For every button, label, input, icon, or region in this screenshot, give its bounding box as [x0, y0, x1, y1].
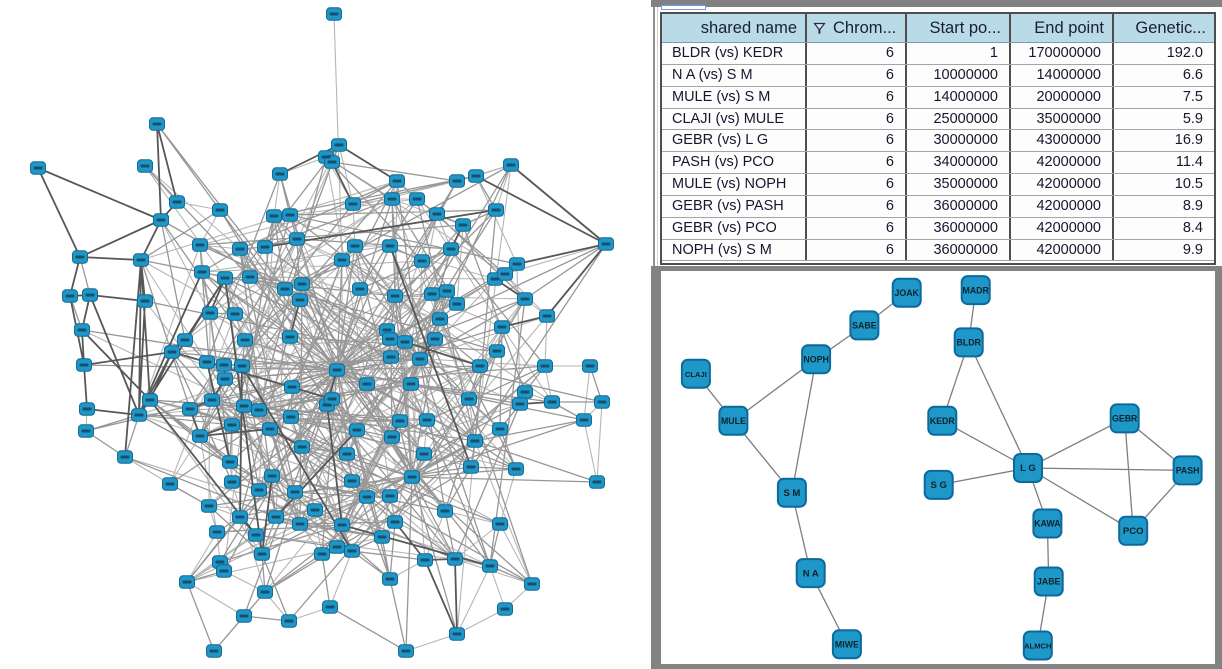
svg-text:S M: S M [783, 488, 800, 499]
svg-text:JOAK: JOAK [894, 288, 919, 298]
svg-text:ALMCH: ALMCH [1024, 642, 1051, 651]
svg-text:CLAJI: CLAJI [685, 370, 707, 379]
svg-text:PCO: PCO [1123, 526, 1144, 537]
svg-text:JABE: JABE [1037, 577, 1061, 587]
svg-text:PASH: PASH [1176, 466, 1200, 476]
svg-text:KAWA: KAWA [1034, 519, 1061, 529]
svg-text:MADR: MADR [963, 285, 990, 295]
svg-text:MULE: MULE [721, 416, 746, 426]
svg-text:NOPH: NOPH [803, 354, 828, 364]
svg-text:KEDR: KEDR [930, 416, 956, 426]
svg-text:N A: N A [803, 568, 819, 579]
svg-text:BLDR: BLDR [956, 338, 981, 348]
svg-text:GEBR: GEBR [1112, 414, 1138, 424]
svg-text:SABE: SABE [852, 321, 877, 331]
svg-text:S G: S G [931, 480, 947, 491]
svg-text:MIWE: MIWE [835, 640, 859, 650]
svg-text:L G: L G [1020, 463, 1036, 474]
